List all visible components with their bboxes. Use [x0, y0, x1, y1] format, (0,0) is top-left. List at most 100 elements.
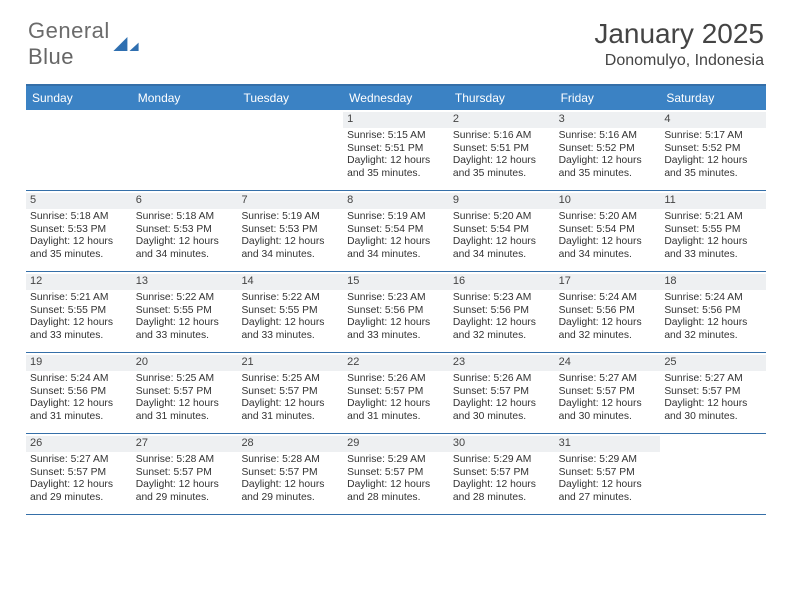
sunrise-text: Sunrise: 5:29 AM [453, 454, 551, 467]
daylight-text: Daylight: 12 hours and 28 minutes. [453, 479, 551, 505]
sunrise-text: Sunrise: 5:27 AM [30, 454, 128, 467]
day-cell: 4Sunrise: 5:17 AMSunset: 5:52 PMDaylight… [660, 110, 766, 190]
day-cell: 9Sunrise: 5:20 AMSunset: 5:54 PMDaylight… [449, 191, 555, 271]
sunrise-text: Sunrise: 5:15 AM [347, 130, 445, 143]
weeks-container: ...1Sunrise: 5:15 AMSunset: 5:51 PMDayli… [26, 110, 766, 515]
day-cell: 22Sunrise: 5:26 AMSunset: 5:57 PMDayligh… [343, 353, 449, 433]
weekday-header: Friday [555, 86, 661, 110]
daylight-text: Daylight: 12 hours and 34 minutes. [241, 236, 339, 262]
sunrise-text: Sunrise: 5:25 AM [136, 373, 234, 386]
daylight-text: Daylight: 12 hours and 34 minutes. [347, 236, 445, 262]
sunrise-text: Sunrise: 5:22 AM [136, 292, 234, 305]
day-cell: 12 Sunrise: 5:21 AMSunset: 5:55 PMDayligh… [26, 272, 132, 352]
brand-name-b: Blue [28, 44, 74, 69]
day-number: 7 [237, 193, 343, 209]
daylight-text: Daylight: 12 hours and 28 minutes. [347, 479, 445, 505]
daylight-text: Daylight: 12 hours and 30 minutes. [559, 398, 657, 424]
sunrise-text: Sunrise: 5:21 AM [664, 211, 762, 224]
day-cell: 18Sunrise: 5:24 AMSunset: 5:56 PMDayligh… [660, 272, 766, 352]
daylight-text: Daylight: 12 hours and 29 minutes. [30, 479, 128, 505]
sunset-text: Sunset: 5:55 PM [30, 305, 128, 318]
day-cell: 11Sunrise: 5:21 AMSunset: 5:55 PMDayligh… [660, 191, 766, 271]
sunset-text: Sunset: 5:57 PM [241, 386, 339, 399]
daylight-text: Daylight: 12 hours and 33 minutes. [30, 317, 128, 343]
day-number: 8 [343, 193, 449, 209]
sunrise-text: Sunrise: 5:21 AM [30, 292, 128, 305]
day-cell: 26Sunrise: 5:27 AMSunset: 5:57 PMDayligh… [26, 434, 132, 514]
daylight-text: Daylight: 12 hours and 35 minutes. [559, 155, 657, 181]
day-cell: 23Sunrise: 5:26 AMSunset: 5:57 PMDayligh… [449, 353, 555, 433]
daylight-text: Daylight: 12 hours and 32 minutes. [664, 317, 762, 343]
sunrise-text: Sunrise: 5:28 AM [241, 454, 339, 467]
sunset-text: Sunset: 5:57 PM [347, 467, 445, 480]
brand-name-a: General [28, 18, 110, 43]
day-cell: 20Sunrise: 5:25 AMSunset: 5:57 PMDayligh… [132, 353, 238, 433]
day-number: 19 [26, 355, 132, 371]
sunset-text: Sunset: 5:53 PM [136, 224, 234, 237]
day-number: 15 [343, 274, 449, 290]
sunrise-text: Sunrise: 5:25 AM [241, 373, 339, 386]
day-number: 11 [660, 193, 766, 209]
day-number: 3 [555, 112, 661, 128]
day-cell: 17Sunrise: 5:24 AMSunset: 5:56 PMDayligh… [555, 272, 661, 352]
weekday-header: Thursday [449, 86, 555, 110]
calendar-grid: SundayMondayTuesdayWednesdayThursdayFrid… [26, 84, 766, 515]
day-number: 26 [26, 436, 132, 452]
sunset-text: Sunset: 5:53 PM [30, 224, 128, 237]
brand-name: General Blue [28, 18, 110, 70]
day-number: 1 [343, 112, 449, 128]
day-cell: 5Sunrise: 5:18 AMSunset: 5:53 PMDaylight… [26, 191, 132, 271]
week-row: 5Sunrise: 5:18 AMSunset: 5:53 PMDaylight… [26, 191, 766, 272]
page-header: General Blue January 2025 Donomulyo, Ind… [0, 0, 792, 78]
sunset-text: Sunset: 5:57 PM [559, 467, 657, 480]
weekday-header: Wednesday [343, 86, 449, 110]
day-number: 16 [449, 274, 555, 290]
title-block: January 2025 Donomulyo, Indonesia [594, 18, 764, 70]
sunset-text: Sunset: 5:57 PM [453, 467, 551, 480]
day-number: 20 [132, 355, 238, 371]
sunset-text: Sunset: 5:53 PM [241, 224, 339, 237]
day-number: 4 [660, 112, 766, 128]
day-cell: 19Sunrise: 5:24 AMSunset: 5:56 PMDayligh… [26, 353, 132, 433]
day-cell: 25Sunrise: 5:27 AMSunset: 5:57 PMDayligh… [660, 353, 766, 433]
sunrise-text: Sunrise: 5:27 AM [559, 373, 657, 386]
day-number: 5 [26, 193, 132, 209]
sunrise-text: Sunrise: 5:22 AM [241, 292, 339, 305]
day-number: 13 [132, 274, 238, 290]
day-number: 24 [555, 355, 661, 371]
week-row: 12Sunrise: 5:21 AMSunset: 5:55 PMDayligh… [26, 272, 766, 353]
day-number: 28 [237, 436, 343, 452]
sunrise-text: Sunrise: 5:23 AM [453, 292, 551, 305]
sunset-text: Sunset: 5:55 PM [136, 305, 234, 318]
day-cell: 16Sunrise: 5:23 AMSunset: 5:56 PMDayligh… [449, 272, 555, 352]
day-cell: 21 Sunrise: 5:25 AMSunset: 5:57 PMDayligh… [237, 353, 343, 433]
sunrise-text: Sunrise: 5:18 AM [30, 211, 128, 224]
daylight-text: Daylight: 12 hours and 31 minutes. [241, 398, 339, 424]
day-number: 21 [237, 355, 343, 371]
day-number: 31 [555, 436, 661, 452]
day-number: 12 [26, 274, 132, 290]
brand-logo: General Blue [28, 18, 140, 70]
empty-cell: . [26, 110, 132, 190]
day-number: 9 [449, 193, 555, 209]
day-cell: 8Sunrise: 5:19 AMSunset: 5:54 PMDaylight… [343, 191, 449, 271]
daylight-text: Daylight: 12 hours and 34 minutes. [453, 236, 551, 262]
sunrise-text: Sunrise: 5:23 AM [347, 292, 445, 305]
empty-cell: . [132, 110, 238, 190]
sunrise-text: Sunrise: 5:20 AM [453, 211, 551, 224]
daylight-text: Daylight: 12 hours and 33 minutes. [664, 236, 762, 262]
daylight-text: Daylight: 12 hours and 33 minutes. [136, 317, 234, 343]
sunset-text: Sunset: 5:51 PM [347, 143, 445, 156]
sunset-text: Sunset: 5:57 PM [559, 386, 657, 399]
daylight-text: Daylight: 12 hours and 30 minutes. [664, 398, 762, 424]
sunrise-text: Sunrise: 5:16 AM [559, 130, 657, 143]
sunrise-text: Sunrise: 5:26 AM [453, 373, 551, 386]
sunset-text: Sunset: 5:52 PM [664, 143, 762, 156]
day-cell: 13 Sunrise: 5:22 AMSunset: 5:55 PMDayligh… [132, 272, 238, 352]
daylight-text: Daylight: 12 hours and 31 minutes. [347, 398, 445, 424]
daylight-text: Daylight: 12 hours and 31 minutes. [30, 398, 128, 424]
brand-sail-icon [112, 35, 140, 53]
sunrise-text: Sunrise: 5:24 AM [664, 292, 762, 305]
sunrise-text: Sunrise: 5:19 AM [241, 211, 339, 224]
day-number: 30 [449, 436, 555, 452]
